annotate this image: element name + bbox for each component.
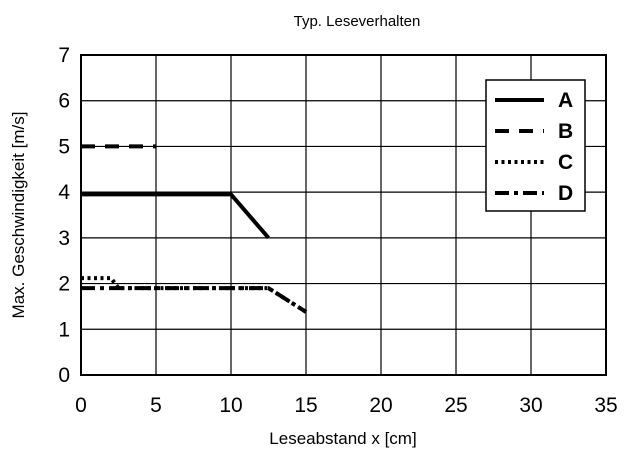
legend-label-b: B — [558, 120, 573, 143]
y-tick-label: 0 — [58, 364, 70, 387]
y-tick-label: 3 — [58, 227, 70, 250]
y-tick-label: 1 — [58, 318, 70, 341]
plot-area-frame — [80, 54, 607, 376]
x-tick-labels: 0 5 10 15 20 25 30 35 — [75, 394, 618, 417]
legend-label-a: A — [558, 89, 573, 112]
y-axis-label: Max. Geschwindigkeit [m/s] — [9, 112, 28, 319]
x-tick-label: 35 — [594, 394, 617, 417]
legend-label-c: C — [558, 151, 573, 174]
y-tick-label: 5 — [58, 135, 70, 158]
y-tick-label: 2 — [58, 273, 70, 296]
series-lines — [81, 144, 308, 314]
y-tick-label: 4 — [58, 181, 70, 204]
x-tick-label: 0 — [75, 394, 87, 417]
series-line-d — [81, 286, 308, 314]
x-tick-label: 5 — [150, 394, 162, 417]
x-tick-label: 30 — [519, 394, 542, 417]
series-line-c — [81, 276, 308, 314]
y-tick-label: 7 — [58, 44, 70, 67]
y-tick-label: 6 — [58, 90, 70, 113]
series-line-a — [81, 192, 271, 240]
y-tick-labels: 0 1 2 3 4 5 6 7 — [58, 44, 70, 387]
chart-title: Typ. Leseverhalten — [294, 13, 421, 30]
x-tick-label: 25 — [444, 394, 467, 417]
legend-label-d: D — [558, 182, 573, 205]
x-tick-label: 20 — [369, 394, 392, 417]
x-axis-label: Leseabstand x [cm] — [269, 429, 416, 448]
x-tick-label: 15 — [294, 394, 317, 417]
x-tick-label: 10 — [219, 394, 242, 417]
